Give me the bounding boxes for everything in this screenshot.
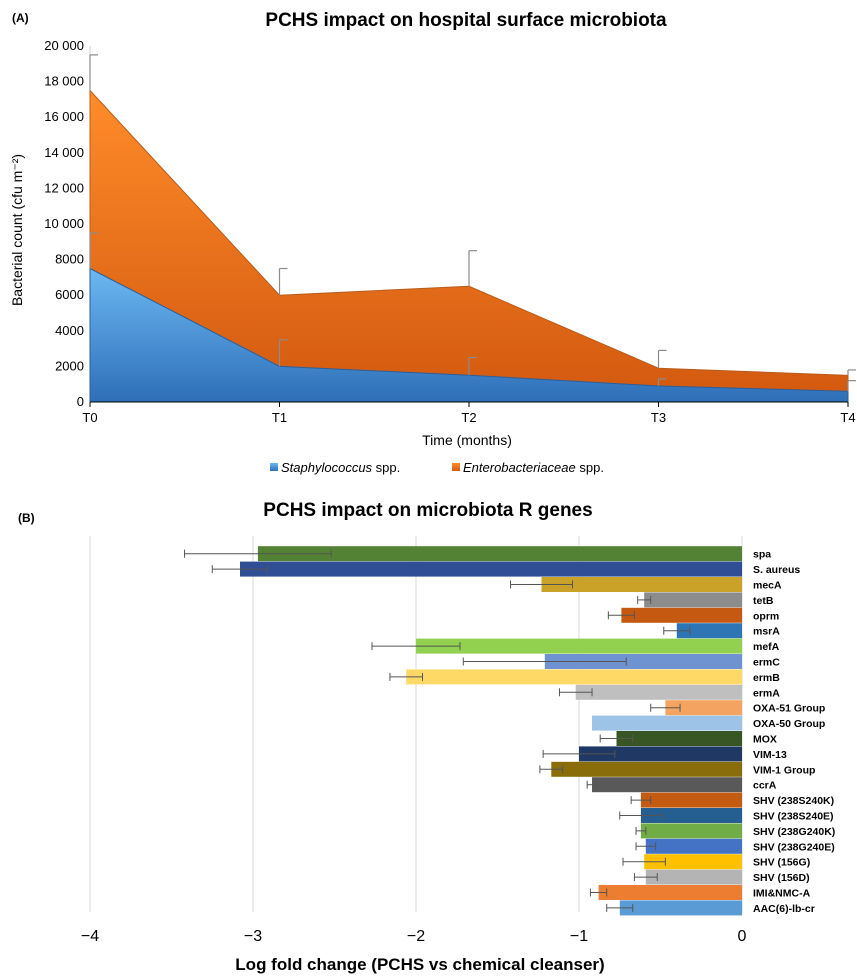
- panel-a-x-tick-label: T2: [461, 410, 476, 425]
- panel-a-y-tick-label: 12 000: [44, 180, 84, 195]
- panel-b-gene-labels: spa S. aureus mecA tetB oprm msrA mefA ermC ermB…: [753, 549, 835, 915]
- legend-entry-staphylococcus: Staphylococcus spp.: [281, 460, 400, 475]
- bar-shv-238s240k: [640, 792, 742, 808]
- panel-b-error-bars: [184, 549, 691, 912]
- panel-a-y-tick-label: 2000: [55, 358, 84, 373]
- panel-a-y-tick-label: 20 000: [44, 38, 84, 53]
- bar-meca: [541, 577, 742, 592]
- gene-label-ermc: ermC: [753, 657, 780, 669]
- panel-b-x-ticks: −4 −3 −2 −1 0: [81, 928, 747, 945]
- gene-label-mox: MOX: [753, 734, 777, 746]
- panel-a-y-tick-label: 6000: [55, 287, 84, 302]
- bar-aac-6-lb-cr: [619, 900, 743, 916]
- gene-label-vim-1-group: VIM-1 Group: [753, 764, 815, 776]
- panel-a-y-tick-label: 4000: [55, 323, 84, 338]
- gene-label-ccra: ccrA: [753, 780, 777, 792]
- bar-oprm: [621, 607, 742, 623]
- bar-vim-1-group: [551, 761, 742, 777]
- gene-label-shv-238g240e: SHV (238G240E): [753, 841, 835, 853]
- bar-ermb: [406, 669, 742, 685]
- panel-b-label: (B): [18, 511, 35, 525]
- bar-vim-13: [579, 746, 742, 762]
- bar-shv-238s240e: [640, 808, 742, 823]
- bar-shv-156g: [644, 854, 742, 870]
- gene-label-s-aureus: S. aureus: [753, 564, 800, 576]
- gene-label-erma: ermA: [753, 687, 780, 699]
- panel-a-x-tick-label: T1: [272, 410, 287, 425]
- panel-a-x-tick-label: T4: [840, 410, 855, 425]
- gene-label-ermb: ermB: [753, 672, 780, 684]
- panel-a-y-tick-label: 16 000: [44, 109, 84, 124]
- panel-b: (B) PCHS impact on microbiota R genes sp…: [18, 500, 835, 974]
- gene-label-shv-238g240k: SHV (238G240K): [753, 826, 835, 838]
- panel-b-x-tick-label: −1: [570, 928, 588, 945]
- gene-label-msra: msrA: [753, 626, 780, 638]
- gene-label-shv-238s240k: SHV (238S240K): [753, 795, 834, 807]
- bar-s-aureus: [240, 561, 742, 577]
- bar-oxa-51-group: [665, 700, 742, 716]
- bar-imi-nmc-a: [598, 885, 742, 900]
- panel-a-x-ticks: T0 T1 T2 T3 T4: [82, 402, 856, 425]
- panel-b-x-tick-label: 0: [738, 928, 747, 945]
- panel-a-legend: Staphylococcus spp. Enterobacteriaceae s…: [270, 460, 604, 475]
- panel-b-gridlines: [89, 536, 743, 912]
- bar-msra: [676, 623, 742, 639]
- panel-a-label: (A): [12, 11, 29, 25]
- bar-ermc: [544, 654, 742, 669]
- panel-a-y-ticks: 0 2000 4000 6000 8000 10 000 12 000 14 000 16 00…: [44, 38, 91, 409]
- panel-a: (A) PCHS impact on hospital surface micr…: [9, 10, 856, 475]
- gene-label-oxa-51-group: OXA-51 Group: [753, 703, 825, 715]
- panel-a-x-tick-label: T0: [82, 410, 97, 425]
- panel-a-x-tick-label: T3: [651, 410, 666, 425]
- gene-label-meca: mecA: [753, 580, 782, 592]
- legend-swatch-staphylococcus: [270, 463, 278, 471]
- panel-b-title: PCHS impact on microbiota R genes: [263, 500, 592, 521]
- bar-shv-238g240k: [640, 823, 742, 839]
- gene-label-shv-156d: SHV (156D): [753, 872, 810, 884]
- bar-ccra: [592, 777, 742, 793]
- bar-mefa: [416, 638, 742, 654]
- gene-label-vim-13: VIM-13: [753, 749, 787, 761]
- legend-entry-enterobacteriaceae: Enterobacteriaceae spp.: [463, 460, 604, 475]
- panel-a-error-bars: [89, 54, 856, 392]
- bar-shv-156d: [645, 869, 742, 885]
- panel-a-areas: [89, 89, 849, 403]
- gene-label-imi-nmc-a: IMI&NMC-A: [753, 888, 811, 900]
- bar-spa: [257, 546, 742, 562]
- gene-label-oxa-50-group: OXA-50 Group: [753, 718, 825, 730]
- gene-label-shv-238s240e: SHV (238S240E): [753, 811, 834, 823]
- panel-a-y-tick-label: 18 000: [44, 74, 84, 89]
- bar-tetb: [644, 592, 742, 608]
- panel-b-bars: [240, 546, 743, 916]
- bar-erma: [575, 684, 742, 700]
- bar-mox: [616, 731, 742, 746]
- panel-a-y-tick-label: 0: [77, 394, 84, 409]
- gene-label-aac-6-lb-cr: AAC(6)-lb-cr: [753, 903, 815, 915]
- bar-shv-238g240e: [645, 838, 742, 854]
- panel-a-y-tick-label: 8000: [55, 252, 84, 267]
- panel-a-title: PCHS impact on hospital surface microbio…: [265, 10, 667, 31]
- gene-label-mefa: mefA: [753, 641, 780, 653]
- legend-swatch-enterobacteriaceae: [452, 463, 460, 471]
- bar-oxa-50-group: [592, 715, 742, 731]
- gene-label-oprm: oprm: [753, 610, 779, 622]
- gene-label-shv-156g: SHV (156G): [753, 857, 810, 869]
- panel-b-x-tick-label: −3: [244, 928, 262, 945]
- panel-b-x-axis-label: Log fold change (PCHS vs chemical cleans…: [235, 955, 604, 974]
- gene-label-spa: spa: [753, 549, 771, 561]
- panel-a-y-tick-label: 10 000: [44, 216, 84, 231]
- panel-a-y-axis-label: Bacterial count (cfu m⁻²): [9, 154, 25, 306]
- panel-b-x-tick-label: −2: [407, 928, 425, 945]
- panel-a-x-axis-label: Time (months): [422, 432, 512, 448]
- panel-a-y-tick-label: 14 000: [44, 145, 84, 160]
- gene-label-tetb: tetB: [753, 595, 774, 607]
- panel-b-x-tick-label: −4: [81, 928, 99, 945]
